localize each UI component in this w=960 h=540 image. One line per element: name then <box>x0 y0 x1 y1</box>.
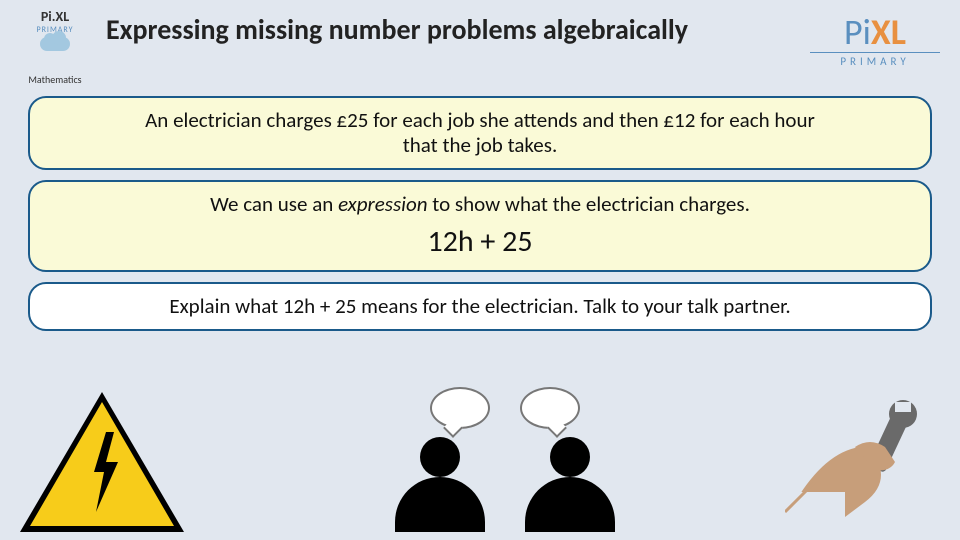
expr-italic: expression <box>338 191 427 217</box>
logo-left: Pi.XL PRIMARY Mathematics <box>20 8 90 86</box>
logo-right-sub: PRIMARY <box>810 52 940 68</box>
expression-intro: We can use an expression to show what th… <box>50 192 910 217</box>
person-icon <box>395 437 485 532</box>
logo-right-xl: XL <box>871 10 906 54</box>
talk-partners-icon <box>375 387 635 532</box>
speech-bubble-icon <box>520 387 580 429</box>
bottom-illustrations <box>0 382 960 532</box>
expr-text-a: We can use an <box>210 191 338 217</box>
header: Pi.XL PRIMARY Mathematics Expressing mis… <box>0 0 960 86</box>
expression-formula: 12h + 25 <box>50 224 910 260</box>
electric-warning-icon <box>20 387 185 532</box>
expr-text-b: to show what the electrician charges. <box>428 191 750 217</box>
page-title: Expressing missing number problems algeb… <box>106 8 794 47</box>
problem-box: An electrician charges £25 for each job … <box>28 96 932 170</box>
task-box: Explain what 12h + 25 means for the elec… <box>28 282 932 331</box>
person-icon <box>525 437 615 532</box>
logo-right-pi: Pi <box>844 10 871 54</box>
problem-line2: that the job takes. <box>50 133 910 158</box>
cloud-icon <box>40 37 70 51</box>
logo-right-main: PiXL <box>810 14 940 50</box>
problem-line1: An electrician charges £25 for each job … <box>50 108 910 133</box>
task-text: Explain what 12h + 25 means for the elec… <box>50 294 910 319</box>
handyman-icon <box>785 392 940 532</box>
logo-left-title: Pi.XL <box>41 8 69 25</box>
expression-box: We can use an expression to show what th… <box>28 180 932 271</box>
logo-right: PiXL PRIMARY <box>810 8 940 68</box>
speech-bubble-icon <box>430 387 490 429</box>
logo-left-subject: Mathematics <box>28 73 81 86</box>
